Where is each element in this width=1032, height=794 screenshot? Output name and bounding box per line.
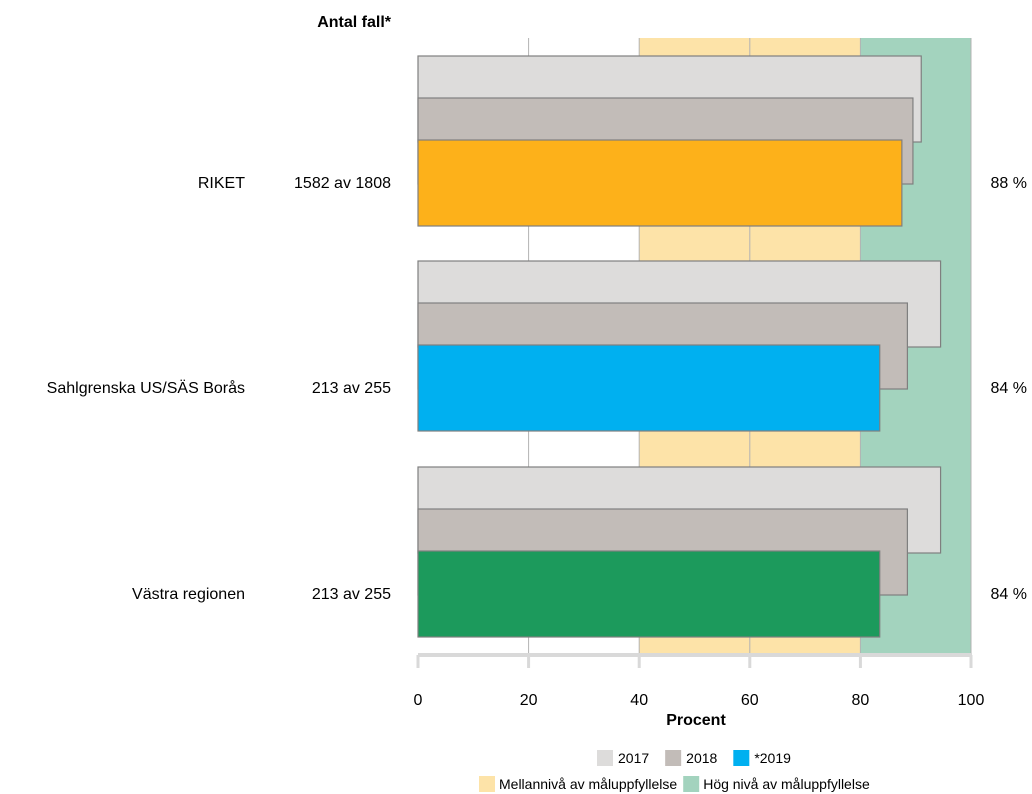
count-label: 213 av 255	[312, 380, 391, 397]
category-label: RIKET	[198, 175, 245, 192]
category-label: Västra regionen	[132, 586, 245, 603]
bar-2019	[417, 550, 881, 638]
x-tick-label: 40	[630, 692, 648, 709]
x-tick-label: 20	[520, 692, 538, 709]
x-tick-label: 0	[414, 692, 423, 709]
count-label: 213 av 255	[312, 586, 391, 603]
x-axis: 0 20 40 60 80 100	[414, 653, 985, 709]
x-tick-label: 80	[852, 692, 870, 709]
value-label: 84 %	[991, 586, 1027, 603]
legend-swatch-2019	[733, 750, 750, 766]
bars	[417, 55, 942, 638]
category-labels: RIKET 1582 av 1808 88 % Sahlgrenska US/SÄS …	[47, 175, 1027, 603]
x-axis-title: Procent	[666, 712, 726, 729]
legend-band-swatch	[479, 776, 495, 792]
value-label: 84 %	[991, 380, 1027, 397]
legend-band-label: Mellannivå av måluppfyllelse	[499, 776, 677, 792]
x-tick-label: 100	[958, 692, 985, 709]
band-legend: Mellannivå av måluppfyllelse Hög nivå av …	[479, 776, 870, 792]
bar-2019	[417, 344, 881, 432]
legend-band-swatch	[683, 776, 700, 792]
bar-2019	[417, 139, 903, 227]
legend-swatch-2018	[665, 750, 682, 766]
category-label: Sahlgrenska US/SÄS Borås	[47, 379, 245, 397]
legend-label: 2017	[618, 750, 649, 766]
legend-label: 2018	[686, 750, 717, 766]
legend-label: *2019	[754, 750, 791, 766]
legend-swatch-2017	[597, 750, 613, 766]
count-label: 1582 av 1808	[294, 175, 391, 192]
value-label: 88 %	[991, 175, 1027, 192]
series-legend: 2017 2018 *2019	[597, 750, 791, 766]
x-tick-label: 60	[741, 692, 759, 709]
count-header: Antal fall*	[317, 14, 392, 31]
legend-band-label: Hög nivå av måluppfyllelse	[703, 776, 870, 792]
